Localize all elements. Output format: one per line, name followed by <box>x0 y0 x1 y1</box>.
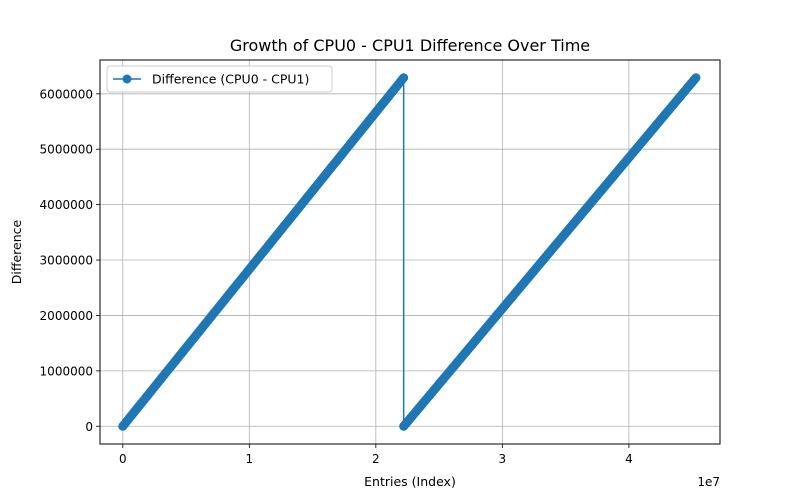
y-tick-label: 5000000 <box>40 143 93 157</box>
x-axis-offset-label: 1e7 <box>697 475 720 489</box>
legend-marker-swatch <box>122 74 132 84</box>
chart-title: Growth of CPU0 - CPU1 Difference Over Ti… <box>230 36 590 55</box>
x-tick-label: 1 <box>245 452 253 466</box>
y-tick-label: 6000000 <box>40 87 93 101</box>
plot-frame <box>99 59 721 445</box>
x-tick-label: 4 <box>625 452 633 466</box>
x-axis-ticks: 0 1 2 3 4 <box>119 444 633 466</box>
legend-box <box>106 65 333 93</box>
y-tick-label: 0 <box>85 420 93 434</box>
data-point <box>691 73 701 83</box>
legend-label: Difference (CPU0 - CPU1) <box>152 72 309 87</box>
x-tick-label: 3 <box>499 452 507 466</box>
series-layer <box>118 73 701 431</box>
y-tick-label: 4000000 <box>40 198 93 212</box>
data-point <box>399 73 409 83</box>
x-tick-label: 0 <box>119 452 127 466</box>
legend: Difference (CPU0 - CPU1) <box>106 65 333 93</box>
y-tick-label: 2000000 <box>40 309 93 323</box>
grid-lines <box>100 60 720 444</box>
y-axis-label: Difference <box>9 219 24 284</box>
x-tick-label: 2 <box>372 452 380 466</box>
x-axis-label: Entries (Index) <box>364 474 456 489</box>
y-tick-label: 3000000 <box>40 254 93 268</box>
y-axis-ticks: 0 1000000 2000000 3000000 4000000 5000000 6000… <box>40 87 100 434</box>
y-tick-label: 1000000 <box>40 364 93 378</box>
